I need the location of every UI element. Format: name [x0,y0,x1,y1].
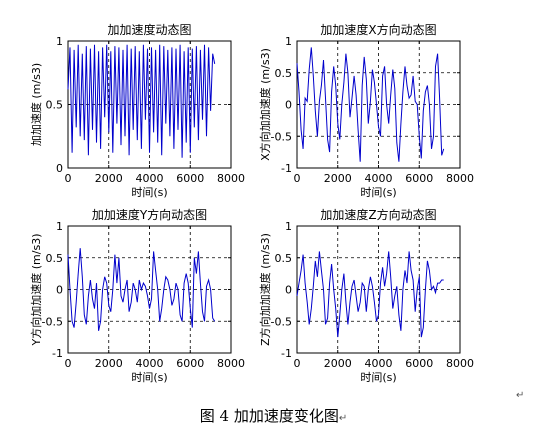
y-tick-label: 0.5 [46,99,64,112]
y-tick-label: 0 [56,284,63,297]
x-tick-label: 8000 [446,172,474,185]
x-tick-label: 4000 [365,357,393,370]
x-tick-label: 4000 [365,172,393,185]
y-tick-label: 0 [285,284,292,297]
axes-box [296,225,461,354]
chart-title: 加加速度Y方向动态图 [92,207,207,222]
y-tick-label: 0 [285,99,292,112]
x-tick-label: 8000 [217,172,245,185]
y-tick-label: 1 [56,220,63,233]
chart-title: 加加速度Z方向动态图 [320,207,436,222]
subplot-3: 0 2000 4000 6000 8000 -1 -0.5 0 0.5 1 加加速度Y方向动态图时间… [29,207,245,384]
x-tick-label: 6000 [405,357,433,370]
caption-return-mark: ↵ [338,413,348,424]
subplot-4: 0 2000 4000 6000 8000 -1 -0.5 0 0.5 1 加加速度Z方向动态图时间… [258,207,474,384]
y-axis-label: 加加速度 (m/s3) [29,63,43,146]
y-tick-label: -0.5 [271,315,292,328]
y-tick-label: 0 [56,162,63,175]
y-tick-label: -0.5 [42,315,63,328]
x-tick-label: 6000 [176,357,204,370]
x-tick-label: 8000 [217,357,245,370]
x-tick-label: 0 [65,172,72,185]
y-axis-label: Z方向加加速度 (m/s3) [258,233,272,346]
x-tick-label: 8000 [446,357,474,370]
chart-title: 加加速度X方向动态图 [320,22,436,37]
y-tick-label: 0.5 [275,67,293,80]
x-tick-label: 4000 [136,172,164,185]
x-tick-label: 4000 [136,357,164,370]
x-tick-label: 6000 [176,172,204,185]
x-tick-label: 2000 [324,172,352,185]
y-tick-label: 1 [285,220,292,233]
x-tick-label: 2000 [95,357,123,370]
subplot-2: 0 2000 4000 6000 8000 -1 -0.5 0 0.5 1 加加速度X方向动态图时间… [258,22,474,199]
figure-caption: 图 4 加加速度变化图↵ [0,405,547,426]
x-tick-label: 2000 [95,172,123,185]
x-axis-label: 时间(s) [131,371,167,384]
caption-text: 图 4 加加速度变化图 [199,407,339,425]
x-tick-label: 0 [294,357,301,370]
y-tick-label: -1 [281,347,292,360]
y-tick-label: -1 [281,162,292,175]
y-tick-label: -0.5 [271,130,292,143]
y-axis-label: Y方向加加速度 (m/s3) [29,234,43,347]
x-tick-label: 6000 [405,172,433,185]
series-line [67,248,216,331]
series-line [67,44,216,158]
x-axis-label: 时间(s) [360,371,396,384]
side-return-mark: ↵ [516,390,525,401]
y-tick-label: -1 [52,347,63,360]
x-tick-label: 0 [294,172,301,185]
y-tick-label: 0.5 [275,252,293,265]
series-line [296,47,445,162]
y-tick-label: 0.5 [46,252,64,265]
x-tick-label: 2000 [324,357,352,370]
x-tick-label: 0 [65,357,72,370]
x-axis-label: 时间(s) [360,186,396,199]
x-axis-label: 时间(s) [131,186,167,199]
y-axis-label: X方向加加速度 (m/s3) [258,48,272,161]
y-tick-label: 1 [285,35,292,48]
chart-title: 加加速度动态图 [107,22,191,37]
y-tick-label: 1 [56,35,63,48]
series-line [296,251,444,338]
